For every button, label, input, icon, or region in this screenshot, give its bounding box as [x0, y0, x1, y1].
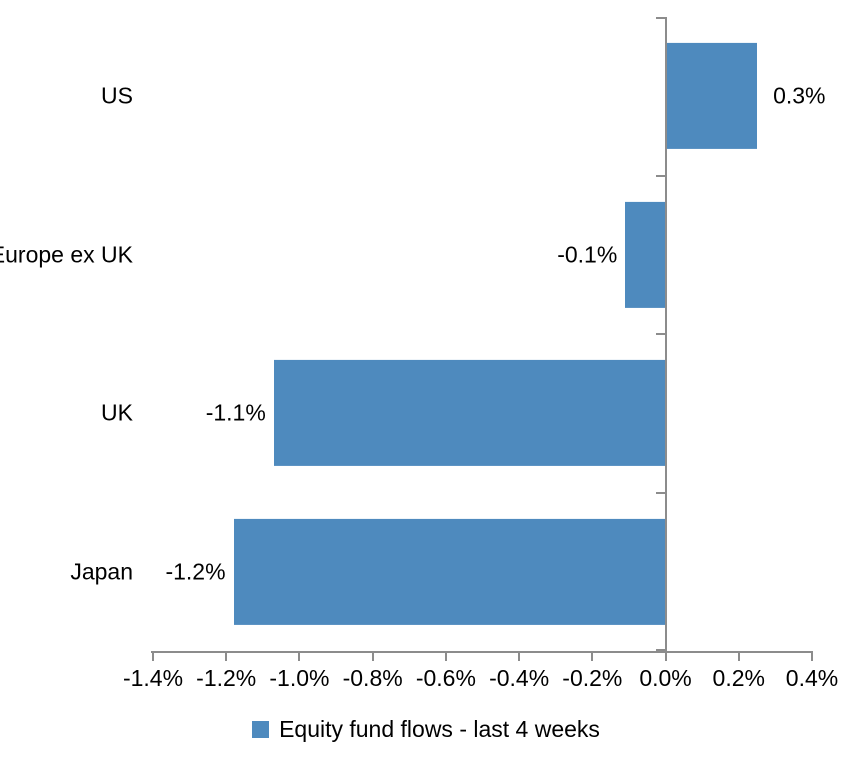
- x-axis-tick: [371, 653, 374, 661]
- value-label: -1.1%: [205, 399, 266, 426]
- x-axis-tick: [811, 653, 813, 661]
- bar: [665, 43, 758, 150]
- value-label: -0.1%: [557, 241, 618, 268]
- x-axis-tick-label: 0.2%: [712, 665, 765, 691]
- chart-row: UK -1.1%: [101, 334, 812, 493]
- category-label: Europe ex UK: [0, 241, 133, 268]
- value-label: 0.3%: [773, 82, 826, 109]
- category-axis-tick: [655, 333, 666, 335]
- bar: [625, 201, 666, 308]
- x-axis-tick: [664, 653, 667, 661]
- category-axis-tick: [655, 174, 666, 177]
- x-axis-tick-label: -0.8%: [342, 665, 403, 691]
- bar: [273, 360, 666, 467]
- x-axis-tick: [444, 653, 447, 661]
- category-label: Japan: [70, 558, 133, 585]
- x-axis-tick: [518, 653, 521, 661]
- chart-row: US 0.3%: [101, 17, 826, 176]
- x-axis: -1.4% -1.2% -1.0% -0.8% -0.6% -0.4% -0.2% 0.0% 0…: [123, 651, 838, 696]
- x-axis-tick-label: -0.4%: [489, 665, 550, 691]
- x-axis-tick: [298, 653, 301, 661]
- x-axis-tick: [737, 653, 740, 661]
- category-axis-tick: [655, 649, 666, 651]
- x-axis-tick-label: -1.2%: [196, 665, 257, 691]
- category-axis-line: [664, 17, 667, 651]
- x-axis-tick: [225, 653, 228, 661]
- category-axis-tick: [655, 491, 666, 494]
- x-axis-tick: [152, 653, 154, 661]
- x-axis-tick-label: 0.0%: [639, 665, 692, 691]
- legend-marker-icon: [252, 721, 270, 738]
- x-axis-tick-label: -0.6%: [415, 665, 476, 691]
- category-label: UK: [101, 399, 133, 426]
- x-axis-tick-label: -1.4%: [122, 665, 184, 691]
- legend: Equity fund flows - last 4 weeks: [0, 718, 852, 741]
- x-axis-tick-label: -0.2%: [562, 665, 623, 691]
- legend-label: Equity fund flows - last 4 weeks: [279, 716, 600, 742]
- value-label: -1.2%: [165, 558, 226, 585]
- category-label: US: [101, 82, 133, 109]
- x-axis-tick-label: -1.0%: [269, 665, 330, 691]
- chart-row: Japan -1.2%: [70, 493, 812, 652]
- bar: [233, 518, 666, 625]
- x-axis-tick-label: 0.4%: [785, 665, 839, 691]
- category-axis-tick: [655, 17, 666, 19]
- chart-row: Europe ex UK -0.1%: [0, 176, 812, 335]
- plot-area: US 0.3% Europe ex UK -0.1% UK -1.1% Japan -1.2%: [0, 17, 826, 652]
- x-axis-line: [151, 651, 813, 653]
- x-axis-tick: [591, 653, 594, 661]
